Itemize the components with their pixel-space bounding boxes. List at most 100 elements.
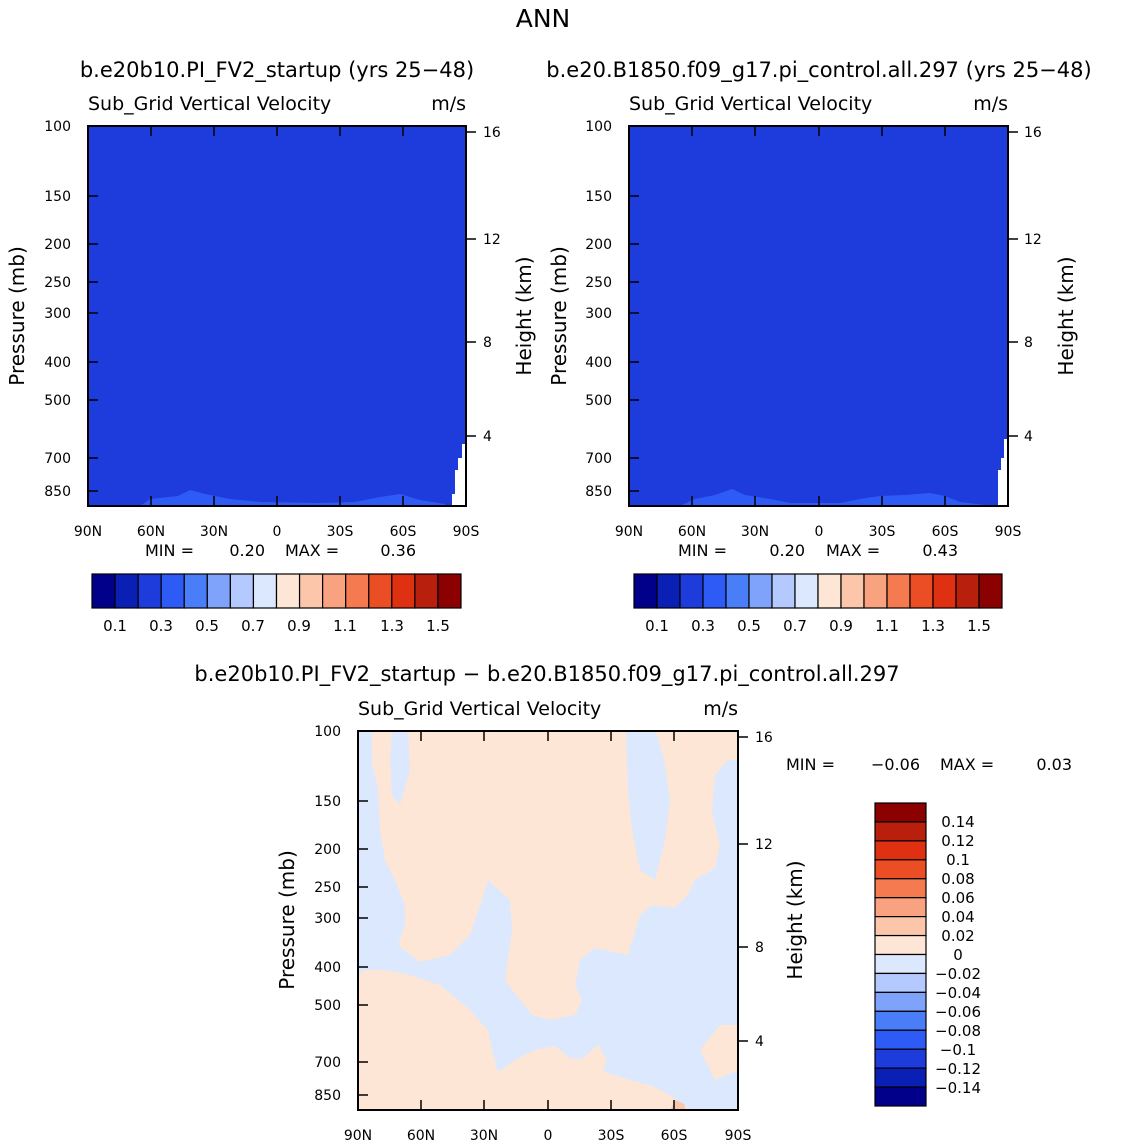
colorbar-label: 0.04	[941, 908, 974, 926]
y-tick-label: 200	[314, 842, 341, 858]
panel-2-colorbar: 0.1 0.3 0.5 0.7 0.9 1.1 1.3 1.5	[633, 573, 1003, 635]
panel-3-title: b.e20b10.PI_FV2_startup − b.e20.B1850.f0…	[194, 662, 899, 687]
panel-3-positive-patch-lower	[530, 1078, 560, 1102]
panel-2-y2-axis: 16 12 8 4 Height (km)	[1008, 125, 1078, 445]
colorbar-box	[874, 1086, 927, 1107]
panel-1-units: m/s	[431, 93, 466, 115]
colorbar-label: 0.1	[103, 617, 127, 635]
panel-3-colorbar: 0.14 0.12 0.1 0.08 0.06 0.04 0.02 0 −0.0…	[874, 802, 981, 1107]
y2-tick-label: 16	[755, 730, 773, 746]
colorbar-box	[874, 821, 927, 842]
colorbar-box	[932, 573, 957, 609]
y2-tick-label: 12	[755, 837, 773, 853]
colorbar-box	[160, 573, 185, 609]
colorbar-box	[874, 1048, 927, 1069]
colorbar-box	[863, 573, 888, 609]
panel-2-missing-region	[998, 439, 1008, 506]
colorbar-box	[414, 573, 439, 609]
panel-1-lower-lighter-blue-patch	[140, 490, 445, 506]
y2-axis-label: Height (km)	[783, 860, 807, 979]
colorbar-box	[633, 573, 658, 609]
colorbar-box	[874, 1029, 927, 1050]
max-label: MAX =	[285, 541, 339, 560]
colorbar-box	[874, 972, 927, 993]
y-tick-label: 400	[585, 355, 612, 371]
panel-1-y2-axis: 16 12 8 4 Height (km)	[466, 125, 536, 445]
panel-1-colorbar-boxes	[91, 573, 462, 609]
colorbar-label: 1.5	[967, 617, 991, 635]
panel-3-minmax: MIN = −0.06 MAX = 0.03	[786, 755, 1072, 774]
colorbar-label: −0.04	[935, 984, 981, 1002]
colorbar-box	[874, 953, 927, 975]
panel-1-y-axis: 100 150 200 250 300 400 500 700 850 Pres…	[5, 119, 98, 500]
y-tick-label: 250	[585, 275, 612, 291]
x-tick-label: 30S	[869, 524, 896, 540]
panel-2-title: b.e20.B1850.f09_g17.pi_control.all.297 (…	[546, 58, 1091, 83]
colorbar-label: 1.3	[921, 617, 945, 635]
y-tick-label: 700	[585, 451, 612, 467]
panel-3-plot	[357, 730, 739, 1111]
colorbar-box	[206, 573, 231, 609]
x-tick-label: 90N	[344, 1128, 372, 1144]
y-tick-label: 150	[44, 189, 71, 205]
colorbar-label: −0.02	[935, 965, 981, 983]
x-tick-label: 0	[815, 524, 824, 540]
x-tick-label: 0	[544, 1128, 553, 1144]
y-tick-label: 500	[585, 393, 612, 409]
panel-3-positive-patch-right	[580, 1045, 607, 1080]
colorbar-label: 1.3	[380, 617, 404, 635]
colorbar-label: 0.08	[941, 870, 974, 888]
colorbar-label: 0.3	[691, 617, 715, 635]
y-tick-label: 100	[585, 119, 612, 135]
y-tick-label: 300	[314, 911, 341, 927]
panel-2-subtitle: Sub_Grid Vertical Velocity	[629, 93, 872, 115]
panel-3-y-axis: 100 150 200 250 300 400 500 700 850 Pres…	[275, 724, 368, 1104]
colorbar-box	[137, 573, 162, 609]
colorbar-box	[748, 573, 773, 609]
colorbar-box	[874, 991, 927, 1012]
panel-3-subtitle: Sub_Grid Vertical Velocity	[358, 698, 601, 720]
colorbar-label: 0.5	[737, 617, 761, 635]
colorbar-box	[874, 802, 927, 823]
colorbar-box	[298, 573, 324, 609]
colorbar-label: 0.14	[941, 813, 974, 831]
x-tick-label: 60N	[678, 524, 706, 540]
y-tick-label: 500	[44, 393, 71, 409]
panel-2-y-axis: 100 150 200 250 300 400 500 700 850 Pres…	[547, 119, 639, 500]
colorbar-label: 0.7	[783, 617, 807, 635]
colorbar-label: 0.5	[195, 617, 219, 635]
colorbar-label: 1.5	[426, 617, 450, 635]
min-value: 0.20	[229, 541, 265, 560]
panel-2-field	[629, 126, 1008, 506]
y-tick-label: 500	[314, 998, 341, 1014]
y-tick-label: 200	[585, 237, 612, 253]
x-tick-label: 60N	[407, 1128, 435, 1144]
colorbar-box	[322, 573, 347, 609]
y-tick-label: 150	[314, 794, 341, 810]
colorbar-box	[874, 859, 927, 880]
colorbar-box	[978, 573, 1003, 609]
max-value: 0.36	[380, 541, 416, 560]
y2-tick-label: 8	[1024, 335, 1033, 351]
y2-tick-label: 16	[483, 125, 501, 141]
x-tick-label: 30N	[741, 524, 769, 540]
x-tick-label: 60S	[390, 524, 417, 540]
colorbar-label: 1.1	[333, 617, 357, 635]
y-axis-label: Pressure (mb)	[275, 850, 299, 990]
panel-2-minmax: MIN = 0.20 MAX = 0.43	[678, 541, 958, 560]
colorbar-label: 0.9	[829, 617, 853, 635]
min-label: MIN =	[786, 755, 835, 774]
y2-tick-label: 12	[483, 232, 501, 248]
min-label: MIN =	[678, 541, 727, 560]
colorbar-label: 0.12	[941, 832, 974, 850]
colorbar-box	[114, 573, 139, 609]
x-tick-label: 90S	[725, 1128, 752, 1144]
colorbar-label: 1.1	[875, 617, 899, 635]
y-tick-label: 250	[314, 880, 341, 896]
x-tick-label: 90N	[615, 524, 643, 540]
panel-1-plot	[87, 125, 467, 507]
colorbar-box	[794, 573, 819, 609]
panel-1-field	[88, 126, 466, 506]
y-tick-label: 150	[585, 189, 612, 205]
